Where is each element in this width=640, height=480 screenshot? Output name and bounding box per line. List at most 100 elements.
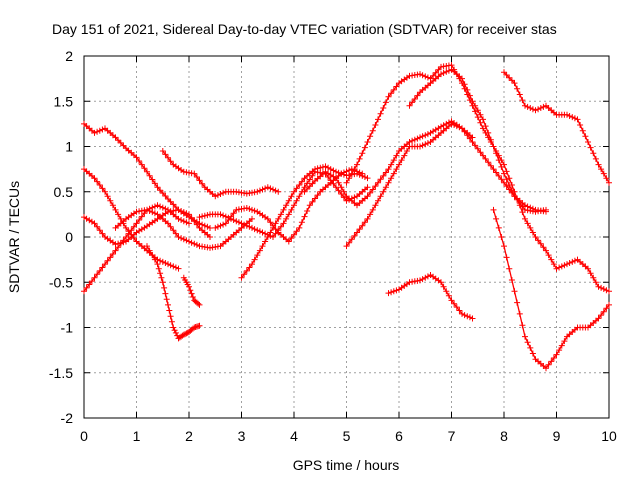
- data-point-marker: [183, 210, 190, 217]
- data-point-marker: [256, 187, 263, 194]
- data-point-marker: [598, 166, 605, 173]
- data-point-marker: [275, 215, 282, 222]
- data-point-marker: [585, 265, 591, 272]
- data-point-marker: [188, 239, 195, 246]
- data-point-marker: [466, 92, 473, 99]
- data-point-marker: [558, 263, 565, 270]
- data-point-marker: [411, 96, 418, 102]
- data-point-marker: [262, 238, 269, 245]
- data-point-marker: [112, 134, 119, 141]
- data-point-marker: [187, 287, 194, 294]
- data-point-marker: [235, 219, 242, 226]
- data-point-marker: [138, 213, 145, 220]
- data-point-marker: [180, 209, 187, 216]
- data-point-marker: [333, 184, 339, 191]
- y-tick-label: -1: [61, 320, 74, 336]
- series-track-16: [490, 206, 612, 372]
- data-point-marker: [259, 229, 266, 236]
- data-point-marker: [495, 157, 502, 164]
- data-point-marker: [172, 329, 179, 336]
- data-point-marker: [382, 184, 389, 191]
- data-point-marker: [193, 241, 200, 248]
- data-point-marker: [466, 135, 473, 142]
- data-point-marker: [456, 307, 463, 314]
- data-point-marker: [217, 211, 224, 218]
- data-point-marker: [592, 279, 599, 286]
- data-point-marker: [490, 143, 497, 150]
- data-point-marker: [288, 206, 295, 213]
- data-point-marker: [249, 206, 255, 213]
- data-point-marker: [590, 274, 597, 281]
- data-point-marker: [466, 314, 473, 321]
- data-point-marker: [264, 215, 271, 222]
- data-point-marker: [270, 222, 276, 229]
- data-point-marker: [503, 183, 510, 190]
- data-point-marker: [448, 297, 455, 304]
- data-point-marker: [540, 103, 547, 110]
- data-point-marker: [154, 202, 161, 209]
- data-point-marker: [364, 193, 371, 200]
- data-point-marker: [351, 194, 358, 201]
- data-point-marker: [603, 287, 610, 294]
- data-point-marker: [183, 237, 190, 244]
- data-point-marker: [372, 122, 379, 128]
- data-point-marker: [461, 312, 468, 319]
- data-point-marker: [230, 210, 237, 217]
- data-point-marker: [422, 73, 429, 80]
- data-point-marker: [230, 217, 237, 223]
- data-point-marker: [364, 215, 371, 222]
- x-tick-label: 8: [500, 428, 508, 444]
- data-point-marker: [558, 342, 565, 349]
- data-point-marker: [178, 208, 185, 214]
- data-point-marker: [506, 74, 513, 81]
- x-tick-label: 6: [395, 428, 403, 444]
- data-point-marker: [212, 224, 219, 231]
- data-point-marker: [288, 235, 295, 242]
- data-point-marker: [385, 179, 392, 186]
- data-point-marker: [175, 206, 182, 213]
- data-point-marker: [545, 252, 552, 259]
- data-point-marker: [86, 281, 93, 288]
- data-point-marker: [516, 200, 523, 207]
- data-point-marker: [254, 227, 261, 234]
- data-point-marker: [577, 122, 584, 128]
- data-point-marker: [519, 97, 526, 104]
- data-point-marker: [498, 176, 505, 183]
- data-point-marker: [99, 126, 106, 133]
- data-point-marker: [356, 155, 363, 162]
- data-point-marker: [149, 252, 156, 259]
- data-point-marker: [393, 166, 400, 173]
- data-point-marker: [193, 221, 200, 228]
- data-point-marker: [424, 273, 431, 280]
- data-point-marker: [191, 240, 198, 247]
- data-point-marker: [522, 102, 528, 109]
- data-point-marker: [527, 224, 534, 231]
- data-point-marker: [414, 135, 421, 142]
- data-point-marker: [343, 243, 350, 250]
- data-point-marker: [369, 186, 376, 193]
- data-point-marker: [543, 247, 549, 254]
- data-point-marker: [199, 180, 206, 187]
- data-point-marker: [102, 261, 108, 268]
- series-track-8: [159, 148, 282, 200]
- data-point-marker: [477, 111, 484, 118]
- data-point-marker: [259, 186, 266, 193]
- data-point-marker: [96, 227, 103, 234]
- data-point-marker: [361, 144, 368, 151]
- data-point-marker: [472, 108, 479, 115]
- data-point-marker: [330, 167, 337, 174]
- data-point-marker: [280, 220, 287, 227]
- data-point-marker: [241, 271, 248, 278]
- data-point-marker: [464, 132, 471, 139]
- data-point-marker: [188, 214, 195, 221]
- data-point-marker: [207, 234, 213, 240]
- data-point-marker: [490, 206, 497, 213]
- data-point-marker: [514, 299, 521, 306]
- data-point-marker: [561, 262, 568, 269]
- data-point-marker: [161, 284, 168, 291]
- data-point-marker: [144, 168, 150, 175]
- data-point-marker: [438, 279, 444, 286]
- data-point-marker: [600, 170, 607, 177]
- data-point-marker: [595, 283, 602, 290]
- data-point-marker: [461, 128, 468, 135]
